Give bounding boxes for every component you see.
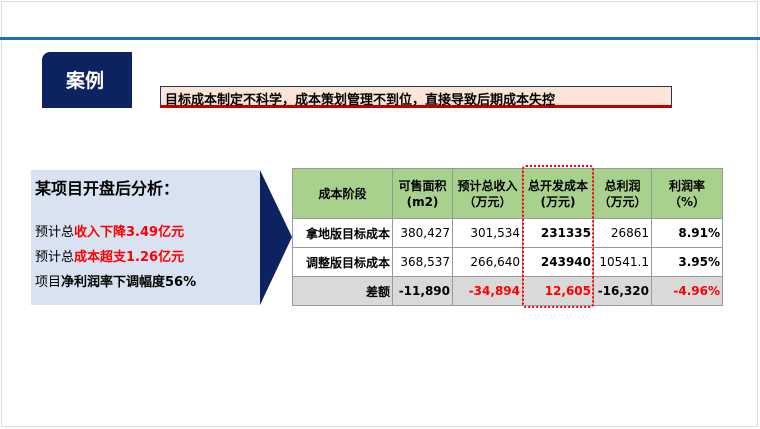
arrow-right-icon	[260, 170, 292, 305]
cost-table: 成本阶段 可售面积 (m2) 预计总收入 （万元） 总开发成本 (万元) 总利润…	[292, 168, 723, 306]
line-prefix: 预计总	[35, 250, 75, 265]
case-subtitle: 目标成本制定不科学，成本策划管理不到位，直接导致后期成本失控	[160, 86, 672, 108]
line-highlight: 成本超支1.26亿元	[74, 250, 185, 265]
cell: -16,320	[593, 276, 652, 306]
col-header: 总利润 （万元）	[593, 168, 652, 219]
line-highlight: 收入下降3.49亿元	[74, 225, 185, 240]
cell: 368,537	[392, 247, 453, 277]
table-row-diff: 差额 -11,890 -34,894 12,605 -16,320 -4.96%	[292, 276, 723, 306]
cell: 301,534	[452, 218, 523, 248]
cell: 12,605	[522, 276, 594, 306]
col-header: 预计总收入 （万元）	[452, 168, 523, 219]
cell: 拿地版目标成本	[292, 218, 393, 248]
cell: 266,640	[452, 247, 523, 277]
table-row: 调整版目标成本 368,537 266,640 243940 10541.1 3…	[292, 247, 723, 277]
cell: 差额	[292, 276, 393, 306]
cell: -34,894	[452, 276, 523, 306]
cell: 231335	[522, 218, 594, 248]
col-header: 成本阶段	[292, 168, 393, 219]
cell: 8.91%	[651, 218, 723, 248]
dotted-highlight-box	[522, 165, 594, 308]
line-prefix: 项目	[35, 275, 62, 290]
line-prefix: 预计总	[35, 225, 75, 240]
cell: 调整版目标成本	[292, 247, 393, 277]
cell: 380,427	[392, 218, 453, 248]
analysis-line: 预计总收入下降3.49亿元	[35, 221, 260, 241]
analysis-line: 项目净利润率下调幅度56%	[35, 271, 260, 291]
table-header-row: 成本阶段 可售面积 (m2) 预计总收入 （万元） 总开发成本 (万元) 总利润…	[292, 168, 723, 219]
case-tab: 案例	[42, 52, 132, 108]
col-header: 可售面积 (m2)	[392, 168, 453, 219]
cell: -11,890	[392, 276, 453, 306]
table-row: 拿地版目标成本 380,427 301,534 231335 26861 8.9…	[292, 218, 723, 248]
cell: -4.96%	[651, 276, 723, 306]
cell: 3.95%	[651, 247, 723, 277]
col-header: 利润率 （%）	[651, 168, 723, 219]
cell: 10541.1	[593, 247, 652, 277]
top-divider	[0, 37, 760, 40]
analysis-title: 某项目开盘后分析：	[35, 179, 180, 198]
analysis-line: 预计总成本超支1.26亿元	[35, 246, 260, 266]
line-highlight: 净利润率下调幅度56%	[61, 275, 197, 290]
cell: 26861	[593, 218, 652, 248]
analysis-box: 某项目开盘后分析： 预计总收入下降3.49亿元 预计总成本超支1.26亿元 项目…	[31, 170, 260, 305]
